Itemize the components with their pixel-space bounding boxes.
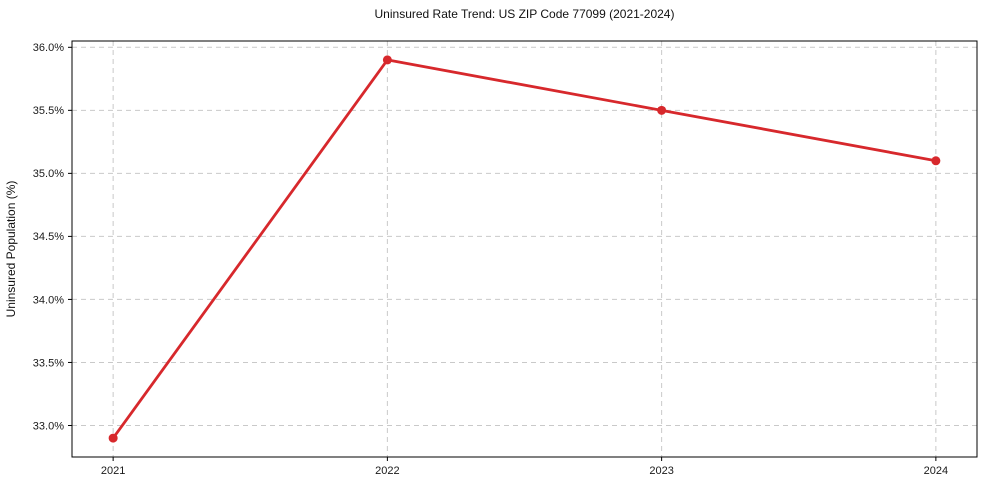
x-tick-label: 2023 [649,465,673,477]
y-axis-label: Uninsured Population (%) [4,180,18,318]
x-tick-label: 2022 [375,465,399,477]
axes-spines [71,40,978,458]
y-tick-label: 34.0% [33,294,64,306]
series-line [111,58,938,440]
y-tick-label: 36.0% [33,42,64,54]
y-tick-label: 35.0% [33,168,64,180]
data-point-marker [657,105,667,115]
data-point-marker [931,156,941,166]
data-point-marker [382,55,392,65]
data-point-marker [108,433,118,443]
y-tick-label: 35.5% [33,105,64,117]
chart-title: Uninsured Rate Trend: US ZIP Code 77099 … [374,7,675,21]
y-tick-label: 33.5% [33,357,64,369]
x-tick-label: 2021 [101,465,125,477]
y-tick-label: 33.0% [33,420,64,432]
x-tick-label: 2024 [924,465,948,477]
y-tick-label: 34.5% [33,231,64,243]
